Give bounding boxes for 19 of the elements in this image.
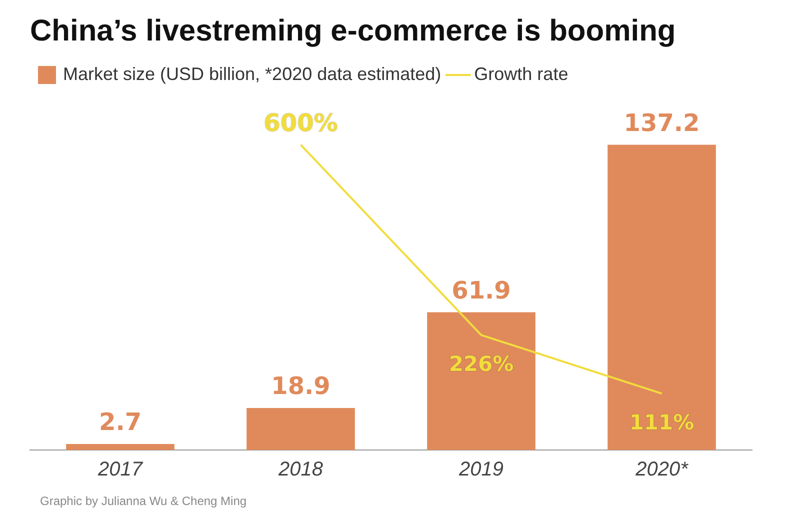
x-tick-label: 2017 — [97, 458, 144, 481]
chart-title: China’s livestreming e-commerce is booming — [30, 14, 676, 48]
data-label: 18.9 — [271, 372, 330, 400]
legend-label: Market size (USD billion, *2020 data estimated) — [63, 64, 442, 84]
x-tick-label: 2020* — [634, 458, 690, 481]
data-label: 2.7 — [98, 408, 142, 436]
bar — [246, 408, 355, 450]
data-label: 226% — [448, 352, 514, 376]
legend-label: Growth rate — [474, 64, 568, 84]
data-label: 137.2 — [624, 108, 700, 137]
bar — [608, 144, 716, 450]
x-tick-label: 2019 — [458, 458, 504, 481]
data-label: 600% — [264, 109, 338, 138]
text: Graphic by Julianna Wu & Cheng Ming — [40, 494, 247, 508]
data-label: 61.9 — [452, 276, 511, 305]
data-label: 111% — [629, 410, 694, 434]
bar — [66, 444, 174, 450]
bar — [427, 312, 536, 450]
x-tick-label: 2018 — [278, 458, 323, 481]
